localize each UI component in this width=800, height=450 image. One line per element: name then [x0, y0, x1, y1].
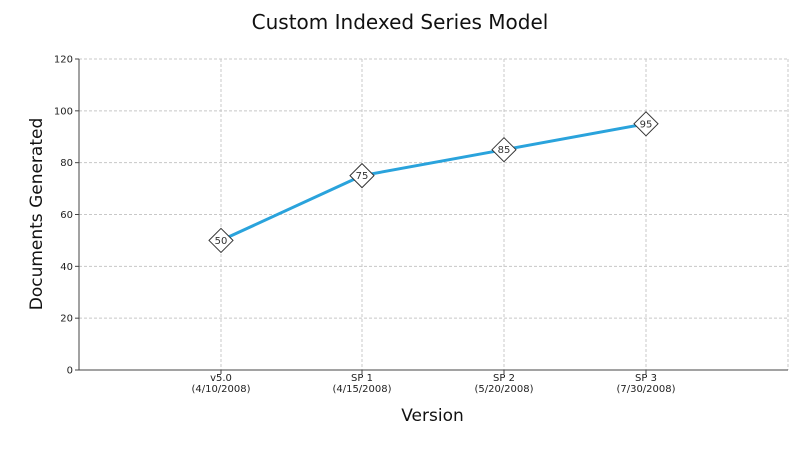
y-tick-label: 100: [54, 106, 73, 117]
x-axis-label: Version: [401, 406, 464, 426]
y-tick-label: 20: [60, 314, 73, 325]
x-tick-label: SP 2 (5/20/2008): [474, 373, 533, 395]
x-tick-label: SP 3 (7/30/2008): [616, 373, 675, 395]
data-point-marker: [349, 162, 375, 189]
y-tick-label: 40: [60, 262, 73, 273]
x-tick-label: SP 1 (4/15/2008): [332, 373, 391, 395]
y-tick-label: 60: [60, 210, 73, 221]
data-label: 85: [498, 145, 511, 156]
y-tick-label: 0: [67, 366, 73, 377]
y-tick-label: 80: [60, 158, 73, 169]
data-point-marker: [633, 111, 659, 137]
series-line: [220, 122, 647, 242]
x-tick-label: v5.0 (4/10/2008): [191, 373, 250, 395]
data-point-marker: [491, 137, 517, 163]
chart-title: Custom Indexed Series Model: [251, 10, 549, 34]
y-tick-label: 120: [54, 55, 73, 66]
data-label: 75: [356, 171, 369, 182]
data-label: 50: [215, 236, 228, 247]
y-axis-label: Documents Generated: [27, 118, 47, 311]
data-label: 95: [640, 119, 653, 130]
data-point-marker: [208, 227, 234, 254]
